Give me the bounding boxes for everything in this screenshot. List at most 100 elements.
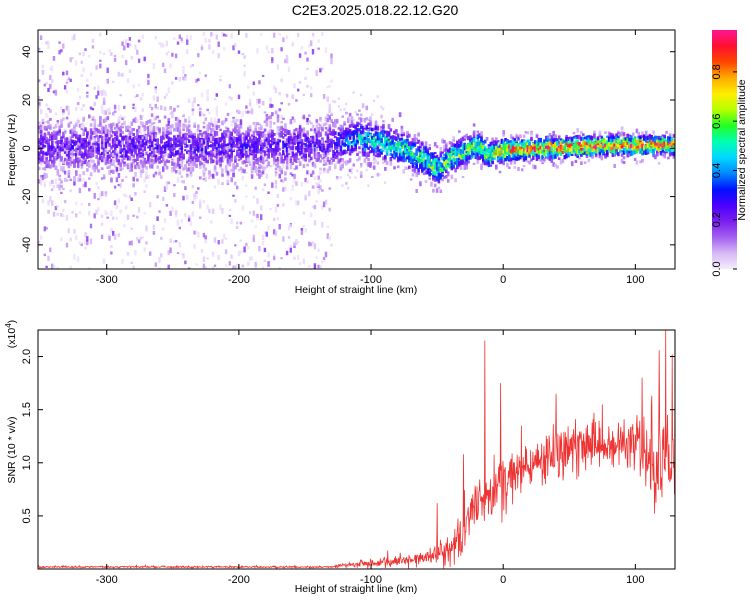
spectrogram-noise-cell: [60, 49, 63, 53]
spectrogram-cell: [224, 133, 228, 136]
spectrogram-cell: [245, 155, 248, 159]
spectrogram-noise-cell: [356, 137, 359, 140]
spectrogram-noise-cell: [112, 80, 115, 83]
spectrogram-noise-cell: [193, 97, 196, 104]
spectrogram-cell: [456, 152, 459, 157]
spectrogram-cell: [41, 151, 45, 155]
spectrogram-noise-cell: [228, 168, 231, 173]
spectrogram-noise-cell: [125, 205, 128, 210]
spectrogram-cell: [54, 156, 58, 161]
spectrogram-cell: [143, 158, 147, 163]
spectrogram-cell: [348, 158, 352, 163]
spectrogram-cell: [147, 161, 150, 165]
spectrogram-cell: [413, 137, 417, 143]
spectrogram-noise-cell: [47, 45, 50, 49]
spectrogram-noise-cell: [95, 181, 98, 186]
spectrogram-cell: [487, 161, 491, 165]
spectrogram-noise-cell: [359, 93, 363, 97]
spectrogram-noise-cell: [293, 179, 296, 184]
spectrogram-noise-cell: [187, 151, 191, 156]
spectrogram-cell: [454, 147, 457, 152]
spectrogram-cell: [93, 129, 97, 134]
spectrogram-noise-cell: [71, 149, 74, 155]
spectrogram-cell: [498, 144, 502, 149]
spectrogram-cell: [78, 174, 82, 178]
spectrogram-noise-cell: [128, 69, 132, 73]
spectrogram-noise-cell: [256, 122, 259, 125]
spectrogram-cell: [213, 144, 217, 149]
spectrogram-cell: [552, 139, 555, 144]
spectrogram-cell: [176, 134, 180, 137]
spectrogram-noise-cell: [137, 239, 141, 244]
spectrogram-noise-cell: [78, 95, 82, 99]
spectrogram-cell: [293, 153, 296, 157]
spectrogram-cell: [278, 126, 282, 130]
spectrogram-noise-cell: [369, 143, 372, 147]
spectrogram-cell: [350, 116, 354, 121]
spectrogram-cell: [291, 145, 295, 150]
spectrogram-cell: [97, 157, 100, 161]
spectrogram-noise-cell: [328, 115, 331, 120]
spectrogram-cell: [530, 136, 533, 140]
spectrogram-cell: [210, 155, 213, 160]
spectrogram-noise-cell: [298, 138, 302, 142]
spectrogram-cell: [145, 161, 148, 164]
spectrogram-cell: [424, 141, 428, 146]
spectrogram-cell: [186, 133, 189, 136]
spectrogram-cell: [106, 116, 110, 121]
spectrogram-noise-cell: [352, 91, 355, 94]
spectrogram-noise-cell: [258, 131, 261, 135]
spectrogram-noise-cell: [324, 47, 328, 53]
spectrogram-noise-cell: [330, 243, 333, 247]
spectrogram-cell: [543, 150, 546, 154]
spectrogram-cell: [300, 150, 304, 154]
spectrogram-cell: [511, 148, 515, 153]
spectrogram-cell: [182, 133, 185, 138]
spectrogram-cell: [39, 174, 43, 178]
spectrogram-cell: [430, 163, 433, 167]
spectrogram-cell: [234, 123, 237, 128]
spectrogram-cell: [88, 188, 91, 192]
spectrogram-cell: [195, 163, 198, 169]
spectrogram-cell: [236, 109, 239, 113]
spectrogram-cell: [43, 172, 47, 177]
spectrogram-cell: [517, 149, 520, 155]
spectrogram-cell: [199, 148, 202, 152]
spectrogram-cell: [47, 152, 50, 156]
spectrogram-noise-cell: [372, 99, 376, 102]
spectrogram-cell: [421, 168, 424, 172]
spectrogram-noise-cell: [361, 134, 364, 137]
spectrogram-cell: [509, 142, 513, 146]
spectrogram-cell: [276, 148, 280, 152]
spectrogram-cell: [241, 160, 245, 165]
spectrogram-cell: [38, 129, 41, 134]
spectrogram-cell: [269, 139, 272, 143]
spectrogram-cell: [187, 139, 191, 143]
spectrogram-noise-cell: [149, 103, 152, 108]
spectrogram-cell: [43, 166, 47, 171]
spectrogram-cell: [409, 159, 413, 163]
spectrogram-cell: [321, 126, 324, 132]
spectrogram-cell: [95, 147, 98, 152]
spectrogram-cell: [376, 131, 380, 137]
spectrogram-noise-cell: [73, 176, 76, 182]
spectrogram-cell: [69, 178, 73, 182]
spectrogram-cell: [228, 139, 232, 144]
spectrogram-noise-cell: [282, 163, 285, 169]
spectrogram-cell: [302, 164, 306, 168]
spectrogram-noise-cell: [152, 173, 156, 178]
spectrogram-cell: [217, 150, 221, 155]
spectrogram-cell: [100, 131, 104, 135]
spectrogram-cell: [441, 174, 444, 177]
spectrogram-cell: [112, 169, 115, 174]
spectrogram-cell: [374, 120, 378, 126]
spectrogram-cell: [532, 143, 535, 148]
spectrogram-cell: [450, 159, 454, 164]
spectrogram-cell: [408, 141, 411, 147]
spectrogram-cell: [537, 150, 541, 155]
spectrogram-noise-cell: [60, 237, 63, 241]
spectrogram-cell: [45, 173, 48, 178]
spectrogram-cell: [496, 147, 500, 153]
spectrogram-noise-cell: [62, 43, 65, 49]
spectrogram-cell: [391, 141, 394, 145]
